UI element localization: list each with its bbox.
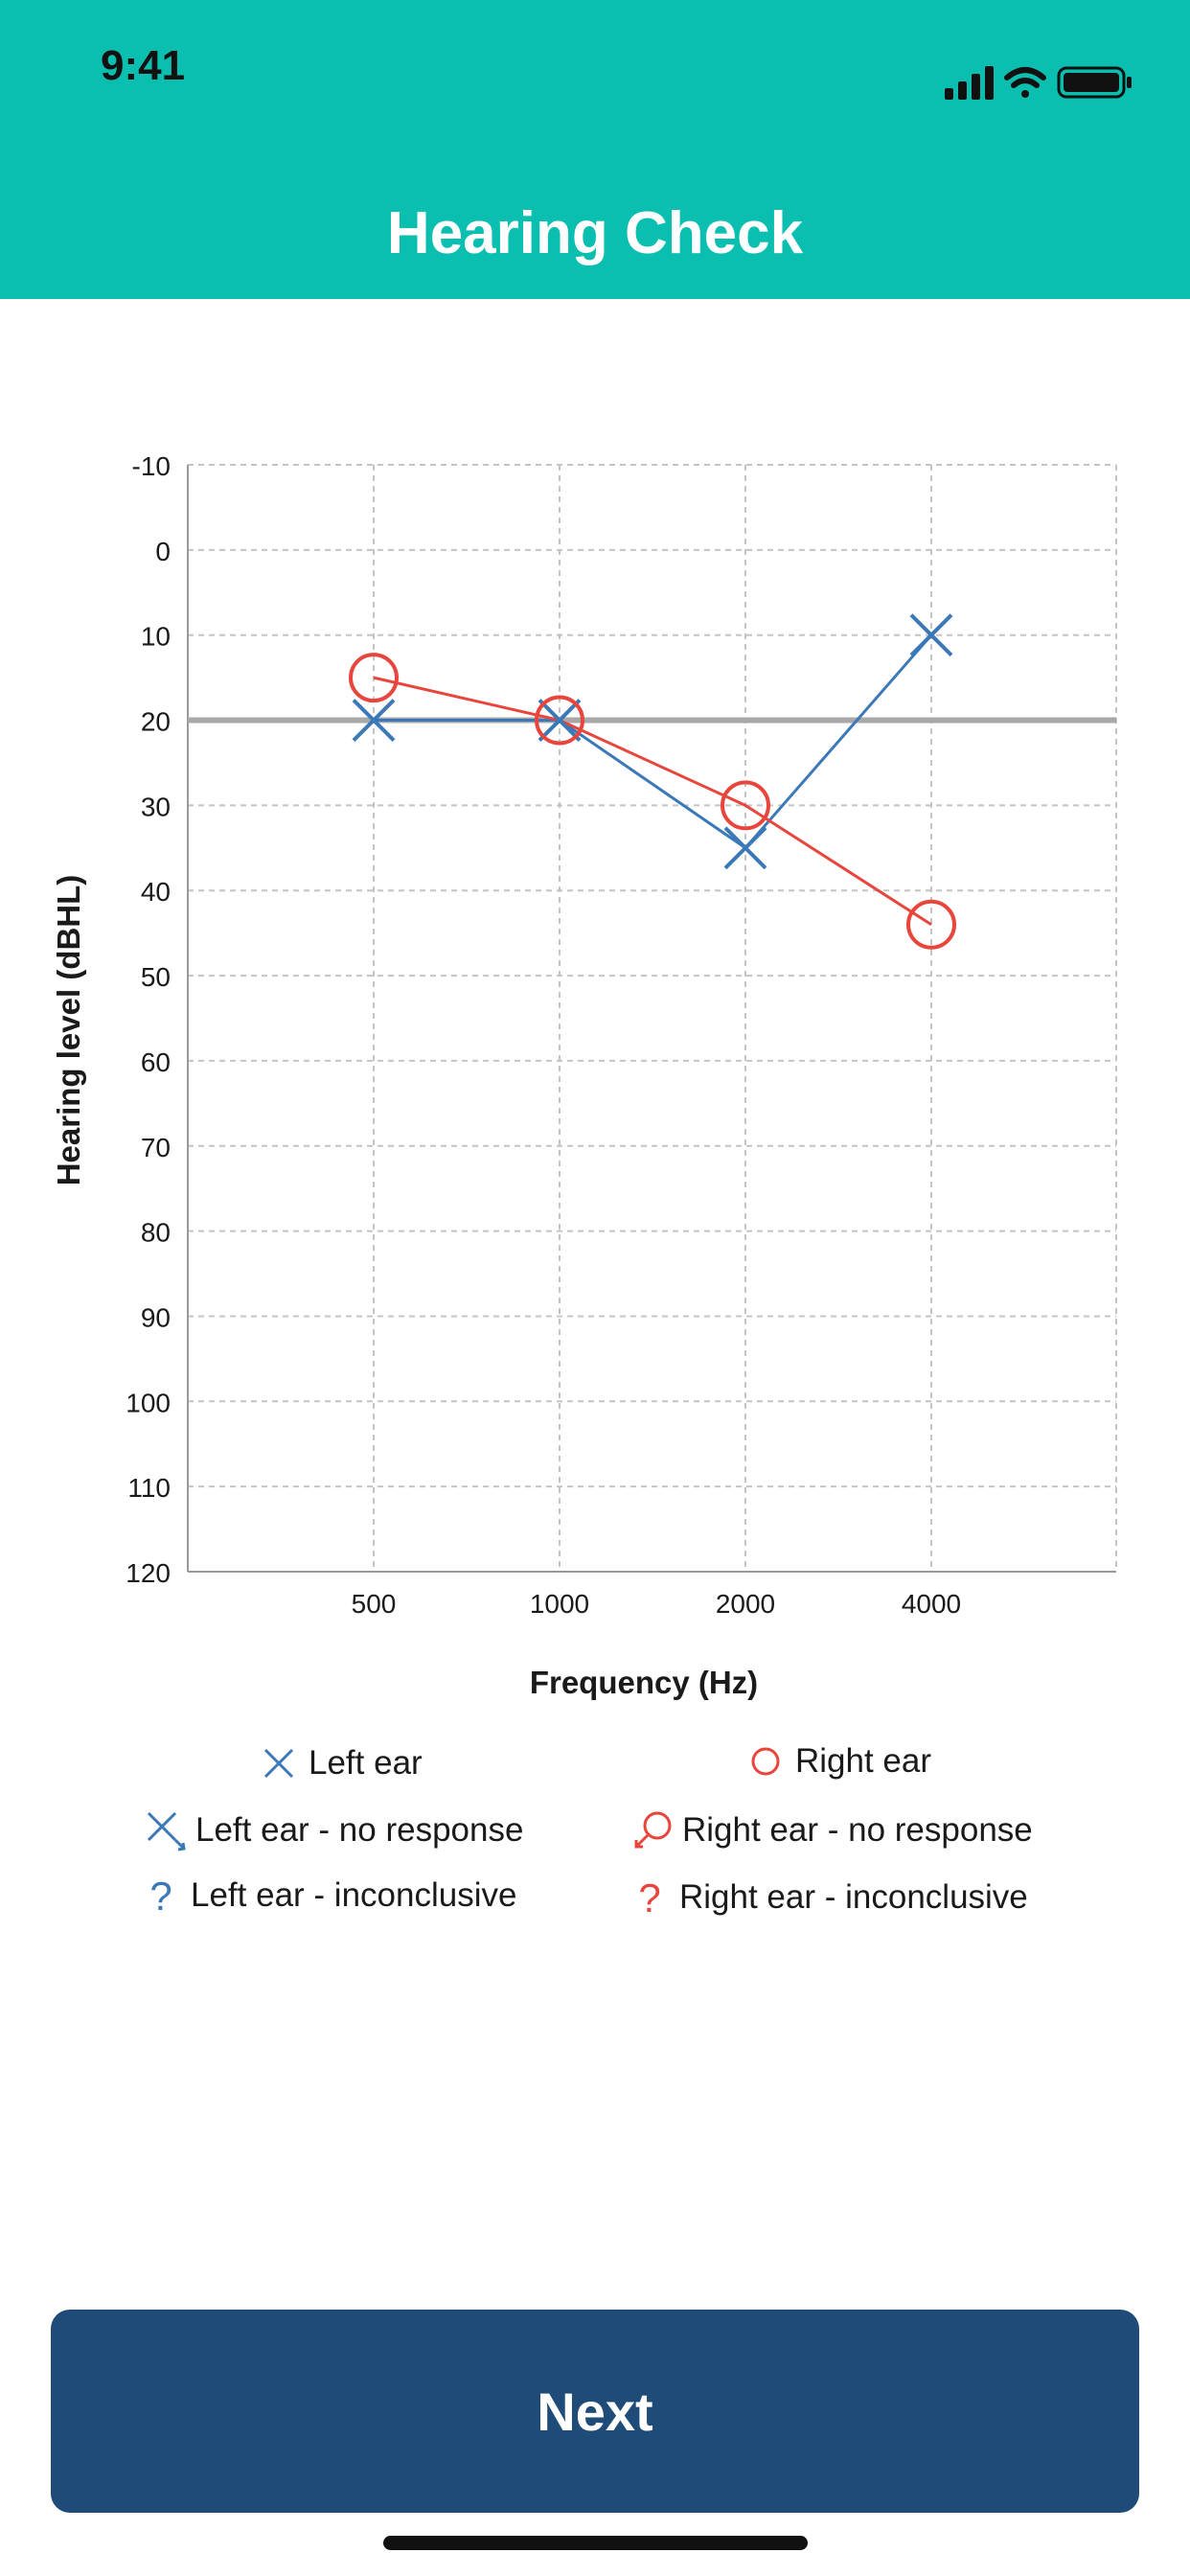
audiogram-chart: -10 0 10 20 30 40 50 60 70 80 90 100 110 120 500 1000 20… [51, 451, 1117, 1700]
data-point-left-ear [352, 699, 396, 742]
series-line-left-ear [374, 633, 933, 850]
legend-left-ear-inconclusive-icon: ? [149, 1874, 172, 1918]
data-point-right-ear [349, 653, 399, 703]
y-tick-label: 50 [141, 962, 171, 992]
y-tick-label: 100 [126, 1388, 171, 1417]
legend-item-left-ear-no-response: Left ear - no response [144, 1802, 523, 1859]
data-point-left-ear [538, 699, 582, 742]
legend-label: Right ear - inconclusive [679, 1878, 1028, 1916]
x-marker [352, 699, 396, 742]
cellular-signal-icon [945, 66, 994, 100]
legend-item-right-ear: Right ear [744, 1733, 931, 1790]
y-tick-label: 80 [141, 1218, 171, 1248]
x-tick-label: 500 [352, 1589, 397, 1619]
legend-left-ear-icon [263, 1748, 294, 1779]
x-tick-label: 4000 [902, 1589, 961, 1619]
legend-label: Left ear [309, 1744, 423, 1782]
legend-left-ear-no-response-icon [147, 1811, 186, 1852]
y-tick-label: -10 [132, 451, 171, 481]
wifi-icon [1004, 67, 1046, 98]
data-point-right-ear [721, 780, 770, 831]
legend-right-ear-no-response-icon [634, 1811, 672, 1849]
y-tick-label: 90 [141, 1302, 171, 1332]
chart-axes: -10 0 10 20 30 40 50 60 70 80 90 100 110 120 500 1000 20… [126, 451, 1116, 1619]
x-marker [723, 826, 767, 870]
y-tick-label: 0 [155, 537, 171, 566]
y-axis-label: Hearing level (dBHL) [51, 875, 86, 1186]
legend-item-left-ear: Left ear [257, 1735, 423, 1792]
next-button[interactable]: Next [51, 2310, 1139, 2513]
x-marker [263, 1748, 294, 1779]
chart-legend: Left ear Right ear Left ear - no respons… [0, 1735, 1190, 1955]
chart-grid [188, 464, 1117, 1572]
circle-marker [751, 1747, 780, 1776]
y-tick-label: 30 [141, 792, 171, 821]
data-point-right-ear [535, 695, 584, 746]
chart-series [349, 613, 956, 950]
question-marker: ? [638, 1875, 660, 1920]
legend-right-ear-icon [751, 1747, 780, 1776]
legend-item-left-ear-inconclusive: ? Left ear - inconclusive [139, 1867, 516, 1924]
y-tick-label: 20 [141, 707, 171, 737]
legend-item-right-ear-inconclusive: ? Right ear - inconclusive [628, 1869, 1028, 1926]
page-title: Hearing Check [386, 200, 804, 266]
header-bar: 9:41 Hearing Check [0, 0, 1190, 299]
x-axis-label: Frequency (Hz) [530, 1665, 758, 1700]
question-marker: ? [149, 1874, 172, 1918]
legend-label: Left ear - no response [195, 1811, 524, 1849]
series-line-right-ear [373, 676, 932, 927]
home-indicator [383, 2536, 808, 2550]
status-icons [945, 66, 1132, 100]
x-marker [147, 1811, 177, 1842]
legend-label: Left ear - inconclusive [191, 1876, 517, 1914]
legend-right-ear-inconclusive-icon: ? [638, 1875, 660, 1920]
x-tick-label: 1000 [530, 1589, 589, 1619]
status-time: 9:41 [101, 42, 186, 89]
legend-item-right-ear-no-response: Right ear - no response [630, 1802, 1033, 1859]
x-marker [909, 613, 953, 657]
data-point-left-ear [909, 613, 953, 657]
data-point-right-ear [906, 899, 956, 950]
x-marker [538, 699, 582, 742]
arrow-marker [173, 1838, 186, 1852]
legend-label: Right ear [795, 1742, 932, 1780]
circle-marker [643, 1811, 672, 1840]
y-tick-label: 70 [141, 1133, 171, 1162]
data-point-left-ear [723, 826, 767, 870]
y-tick-label: 110 [127, 1473, 171, 1503]
legend-label: Right ear - no response [682, 1811, 1033, 1849]
y-tick-label: 10 [141, 622, 171, 652]
arrow-marker [634, 1833, 650, 1849]
battery-icon [1057, 66, 1132, 99]
y-tick-label: 120 [126, 1558, 171, 1588]
x-tick-label: 2000 [716, 1589, 775, 1619]
y-tick-label: 40 [141, 877, 171, 907]
y-tick-label: 60 [141, 1047, 171, 1077]
